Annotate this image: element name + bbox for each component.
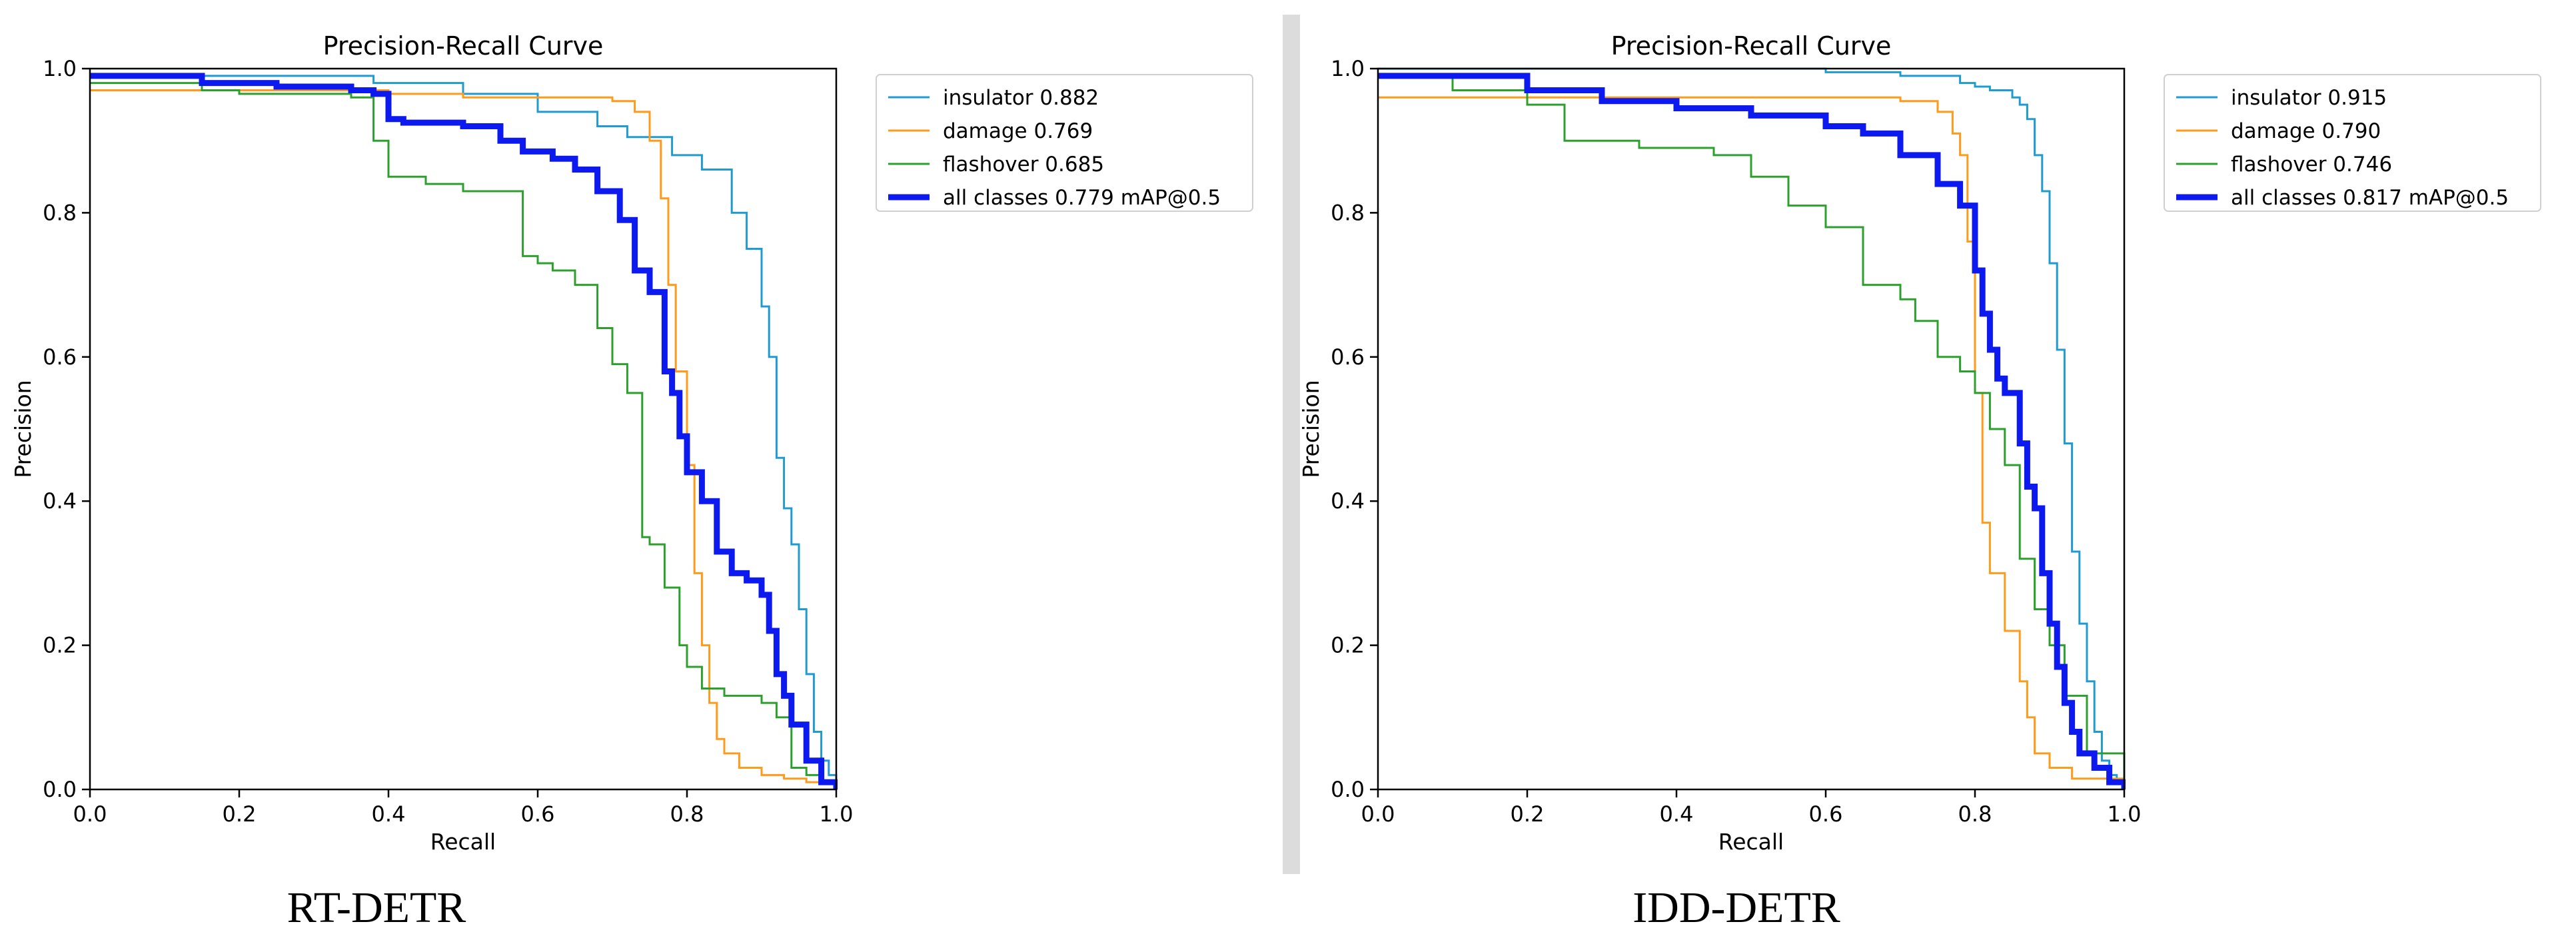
pr-series-line-2 bbox=[90, 82, 838, 789]
legend-label-3: all classes 0.817 mAP@0.5 bbox=[2231, 186, 2509, 210]
plot-frame bbox=[1377, 67, 2126, 791]
y-tick-label: 0.4 bbox=[1331, 488, 1365, 514]
y-tick-label: 1.0 bbox=[43, 56, 77, 81]
y-axis-label: Precision bbox=[10, 380, 36, 478]
legend-label-1: damage 0.790 bbox=[2231, 119, 2381, 143]
y-tick-label: 0.0 bbox=[1331, 777, 1365, 802]
x-tick-label: 0.6 bbox=[521, 801, 555, 827]
y-tick-label: 0.2 bbox=[1331, 633, 1365, 658]
y-tick-label: 0.8 bbox=[43, 200, 77, 225]
plot-frame bbox=[89, 67, 838, 791]
legend-label-2: flashover 0.746 bbox=[2231, 153, 2392, 177]
legend-box bbox=[876, 74, 1253, 212]
chart-caption-rt-detr: RT-DETR bbox=[287, 883, 466, 932]
y-tick-label: 0.0 bbox=[43, 777, 77, 802]
x-tick-label: 0.8 bbox=[670, 801, 704, 827]
legend-box bbox=[2164, 74, 2541, 212]
y-tick-label: 0.8 bbox=[1331, 200, 1365, 225]
y-tick-label: 0.4 bbox=[43, 488, 77, 514]
y-tick-label: 0.6 bbox=[43, 344, 77, 370]
x-axis-label: Recall bbox=[430, 829, 496, 855]
y-axis-label: Precision bbox=[1298, 380, 1324, 478]
legend-label-0: insulator 0.882 bbox=[943, 86, 1099, 110]
y-tick-label: 0.2 bbox=[43, 633, 77, 658]
x-tick-label: 0.8 bbox=[1958, 801, 1992, 827]
pr-series-line-3 bbox=[1378, 73, 2126, 789]
y-tick-label: 0.6 bbox=[1331, 344, 1365, 370]
pr-series-line-1 bbox=[90, 89, 838, 789]
x-axis-label: Recall bbox=[1718, 829, 1784, 855]
panel-divider bbox=[1283, 15, 1300, 874]
chart-title: Precision-Recall Curve bbox=[323, 31, 604, 61]
chart-panel-idd-detr: Precision-Recall Curve 0.0 0.2 0.4 0.6 0.8 1.0… bbox=[1288, 0, 2576, 942]
chart-caption-idd-detr: IDD-DETR bbox=[1632, 883, 1840, 932]
x-tick-label: 0.0 bbox=[1361, 801, 1395, 827]
pr-chart-rt-detr: Precision-Recall Curve 0.0 0.2 0.4 0.6 0.8 1.0… bbox=[10, 31, 1253, 855]
x-tick-label: 0.4 bbox=[372, 801, 406, 827]
pr-series-line-0 bbox=[90, 75, 838, 789]
legend-label-3: all classes 0.779 mAP@0.5 bbox=[943, 186, 1221, 210]
pr-series-line-0 bbox=[1378, 67, 2126, 789]
pr-series-line-2 bbox=[1378, 75, 2126, 789]
legend-label-1: damage 0.769 bbox=[943, 119, 1093, 143]
legend-label-0: insulator 0.915 bbox=[2231, 86, 2387, 110]
x-tick-label: 1.0 bbox=[2108, 801, 2142, 827]
x-tick-label: 0.4 bbox=[1660, 801, 1694, 827]
x-tick-label: 0.0 bbox=[73, 801, 107, 827]
pr-chart-idd-detr: Precision-Recall Curve 0.0 0.2 0.4 0.6 0.8 1.0… bbox=[1298, 31, 2541, 855]
pr-series-line-1 bbox=[1378, 96, 2126, 789]
x-tick-label: 0.6 bbox=[1809, 801, 1843, 827]
x-tick-label: 0.2 bbox=[1511, 801, 1545, 827]
y-tick-label: 1.0 bbox=[1331, 56, 1365, 81]
x-tick-label: 0.2 bbox=[223, 801, 257, 827]
legend-label-2: flashover 0.685 bbox=[943, 153, 1104, 177]
x-tick-label: 1.0 bbox=[820, 801, 854, 827]
chart-title: Precision-Recall Curve bbox=[1611, 31, 1892, 61]
chart-panel-rt-detr: Precision-Recall Curve 0.0 0.2 0.4 0.6 0.8 1.0… bbox=[10, 31, 1253, 932]
pr-series-line-3 bbox=[90, 73, 838, 789]
